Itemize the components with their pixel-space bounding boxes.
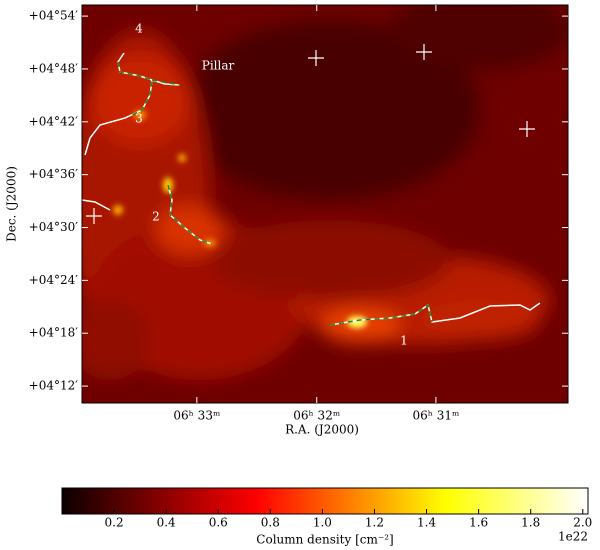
y-tick-label: +04°42′ [29,114,79,128]
x-tick-label: 06ʰ 32ᵐ [293,409,340,423]
annotation: Pillar [202,59,235,73]
y-tick-label: +04°24′ [29,273,79,287]
y-tick-label: +04°30′ [29,220,79,234]
colorbar-tick-label: 1.2 [365,516,384,530]
colorbar [61,487,589,515]
colorbar-tick-label: 0.6 [209,516,228,530]
y-tick-label: +04°18′ [29,326,79,340]
colorbar-tick-label: 1.6 [469,516,488,530]
colorbar-tick-label: 1.0 [313,516,332,530]
colorbar-tick-label: 1.4 [417,516,436,530]
colorbar-tick-label: 2.0 [573,516,592,530]
annotation: 1 [400,334,408,348]
colorbar-tick-label: 1.8 [521,516,540,530]
y-tick-label: +04°12′ [29,379,79,393]
annotation: 4 [135,22,143,36]
annotation: 2 [152,210,160,224]
colorbar-tick-label: 0.8 [261,516,280,530]
colorbar-label: Column density [cm⁻²] [256,533,393,547]
colorbar-tick-label: 0.2 [105,516,124,530]
colorbar-tick-label: 0.4 [157,516,176,530]
y-tick-label: +04°54′ [29,9,79,23]
y-tick-label: +04°48′ [29,61,79,75]
x-tick-label: 06ʰ 33ᵐ [173,409,220,423]
axes-frame [81,4,569,404]
annotation: 3 [135,112,143,126]
y-tick-label: +04°36′ [29,167,79,181]
density-map [82,5,568,403]
x-tick-label: 06ʰ 31ᵐ [412,409,459,423]
colorbar-offset: 1e22 [558,530,588,544]
x-axis-label: R.A. (J2000) [285,423,359,437]
y-axis-label: Dec. (J2000) [5,166,19,242]
